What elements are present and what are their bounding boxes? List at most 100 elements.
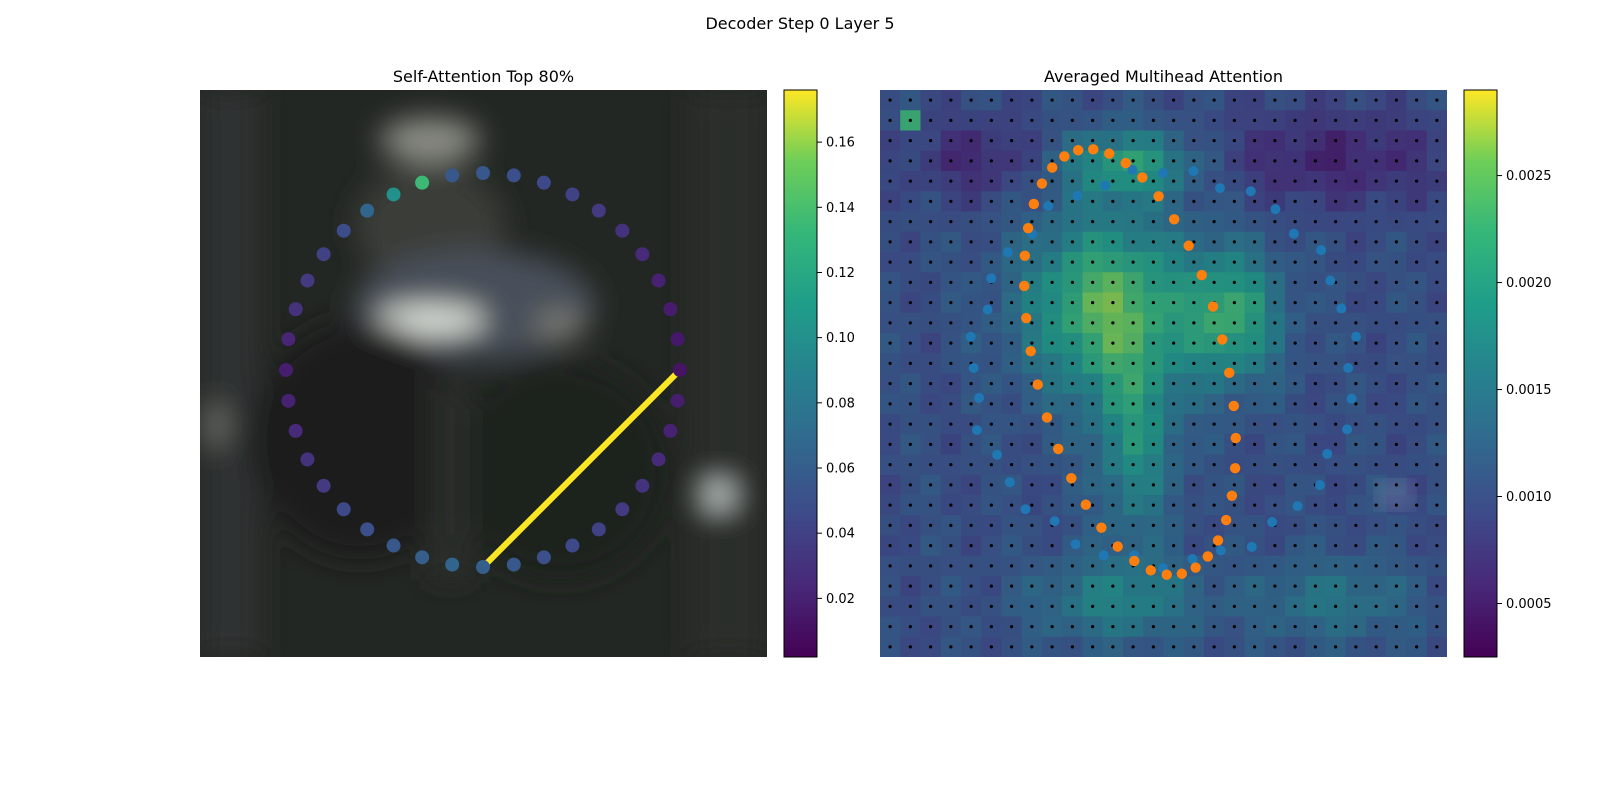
grid-dot <box>1192 118 1196 122</box>
grid-dot <box>1232 118 1236 122</box>
grid-dot <box>1313 361 1317 365</box>
grid-dot <box>1253 483 1257 487</box>
grid-dot <box>1010 179 1014 183</box>
grid-dot <box>1253 463 1257 467</box>
grid-dot <box>1394 422 1398 426</box>
grid-dot <box>949 159 953 163</box>
grid-dot <box>1354 341 1358 345</box>
grid-dot <box>1415 442 1419 446</box>
grid-dot <box>1172 159 1176 163</box>
grid-dot <box>1091 361 1095 365</box>
grid-dot <box>969 645 973 649</box>
grid-dot <box>1394 139 1398 143</box>
contour-point <box>670 332 685 347</box>
grid-dot <box>1172 523 1176 527</box>
grid-dot <box>1374 523 1378 527</box>
grid-dot <box>1030 483 1034 487</box>
grid-dot <box>969 199 973 203</box>
grid-dot <box>888 523 892 527</box>
contour-point <box>386 538 401 553</box>
grid-dot <box>1253 382 1257 386</box>
grid-dot <box>1212 463 1216 467</box>
grid-dot <box>1030 544 1034 548</box>
grid-dot <box>1415 402 1419 406</box>
grid-dot <box>1010 584 1014 588</box>
grid-dot <box>929 564 933 568</box>
contour-point <box>635 478 650 493</box>
grid-dot <box>1394 503 1398 507</box>
grid-dot <box>1354 220 1358 224</box>
grid-dot <box>929 118 933 122</box>
grid-dot <box>1334 98 1338 102</box>
grid-dot <box>989 503 993 507</box>
grid-dot <box>908 240 912 244</box>
grid-dot <box>929 483 933 487</box>
grid-dot <box>1232 503 1236 507</box>
grid-dot <box>1435 98 1439 102</box>
grid-dot <box>1111 199 1115 203</box>
grid-dot <box>1192 382 1196 386</box>
grid-dot <box>1354 523 1358 527</box>
grid-dot <box>1354 382 1358 386</box>
grid-dot <box>1232 280 1236 284</box>
colorbar-tick-label: 0.14 <box>826 201 855 216</box>
orange-point <box>1153 191 1164 202</box>
orange-point <box>1217 334 1228 345</box>
grid-dot <box>1354 361 1358 365</box>
grid-dot <box>1212 564 1216 568</box>
colorbar-tick-label: 0.12 <box>826 266 855 281</box>
grid-dot <box>1091 442 1095 446</box>
grid-dot <box>1010 463 1014 467</box>
orange-point <box>1088 144 1099 155</box>
grid-dot <box>908 361 912 365</box>
grid-dot <box>908 321 912 325</box>
grid-dot <box>929 402 933 406</box>
grid-dot <box>1151 199 1155 203</box>
grid-dot <box>1192 179 1196 183</box>
grid-dot <box>1313 240 1317 244</box>
grid-dot <box>949 584 953 588</box>
grid-dot <box>1354 503 1358 507</box>
grid-dot <box>888 503 892 507</box>
grid-dot <box>929 544 933 548</box>
grid-dot <box>1293 625 1297 629</box>
grid-dot <box>1253 260 1257 264</box>
grid-dot <box>1232 442 1236 446</box>
blue-point <box>1002 247 1013 258</box>
grid-dot <box>1232 240 1236 244</box>
grid-dot <box>1415 118 1419 122</box>
grid-dot <box>1374 118 1378 122</box>
grid-dot <box>989 321 993 325</box>
colorbar-tick-label: 0.10 <box>826 331 855 346</box>
grid-dot <box>1334 382 1338 386</box>
contour-point <box>386 187 401 202</box>
grid-dot <box>908 382 912 386</box>
grid-dot <box>1050 118 1054 122</box>
blue-point <box>1187 553 1198 564</box>
grid-dot <box>888 260 892 264</box>
grid-dot <box>1151 503 1155 507</box>
grid-dot <box>1030 625 1034 629</box>
grid-dot <box>1435 220 1439 224</box>
grid-dot <box>1151 422 1155 426</box>
grid-dot <box>908 645 912 649</box>
grid-dot <box>989 584 993 588</box>
blue-point <box>1004 477 1015 488</box>
grid-dot <box>929 361 933 365</box>
grid-dot <box>1172 483 1176 487</box>
grid-dot <box>1435 382 1439 386</box>
grid-dot <box>969 382 973 386</box>
grid-dot <box>1091 604 1095 608</box>
grid-dot <box>969 139 973 143</box>
grid-dot <box>1334 301 1338 305</box>
grid-dot <box>1313 564 1317 568</box>
contour-point <box>565 538 580 553</box>
grid-dot <box>908 118 912 122</box>
grid-dot <box>888 98 892 102</box>
grid-dot <box>1232 544 1236 548</box>
blue-point <box>1100 180 1111 191</box>
grid-dot <box>1435 625 1439 629</box>
grid-dot <box>1354 260 1358 264</box>
grid-dot <box>1111 280 1115 284</box>
grid-dot <box>949 139 953 143</box>
